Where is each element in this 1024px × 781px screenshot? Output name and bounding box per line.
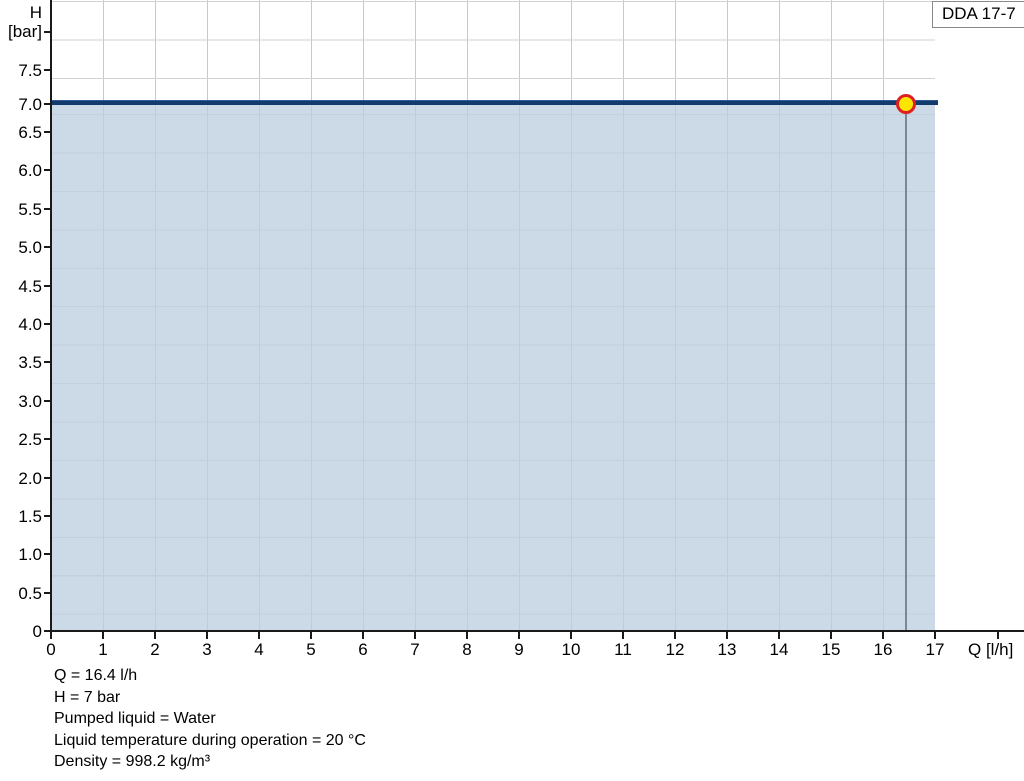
y-tick-label-7.0: 7.0 (18, 95, 42, 114)
y-tick-label-7.5: 7.5 (18, 61, 42, 80)
x-tick-label-14: 14 (769, 640, 789, 659)
annotation-liquid: Pumped liquid = Water (54, 710, 216, 727)
x-tick-mark-0 (50, 632, 52, 639)
x-tick-mark-end (997, 632, 999, 639)
x-tick-label-11: 11 (614, 640, 632, 659)
y-tick-mark-0 (44, 630, 51, 632)
x-tick-mark-16 (882, 632, 884, 639)
y-axis-line (50, 0, 52, 632)
annotation-block: Q = 16.4 l/h H = 7 bar Pumped liquid = W… (54, 665, 366, 773)
x-tick-label-10: 10 (561, 640, 581, 659)
x-tick-label-3: 3 (202, 640, 212, 659)
x-tick-mark-14 (778, 632, 780, 639)
fill-horizontal-gridlines (51, 113, 935, 643)
legend-pump-model[interactable]: DDA 17-7 (932, 1, 1024, 28)
plot-area (51, 0, 938, 643)
y-tick-mark-5.5 (44, 208, 51, 210)
annotation-flow: Q = 16.4 l/h (54, 667, 138, 684)
x-tick-mark-2 (154, 632, 156, 639)
x-tick-label-16: 16 (873, 640, 893, 659)
x-tick-mark-3 (206, 632, 208, 639)
x-tick-mark-8 (466, 632, 468, 639)
x-tick-label-15: 15 (821, 640, 841, 659)
y-tick-mark-6.0 (44, 169, 51, 171)
duty-point-drop-line (905, 104, 907, 631)
y-tick-label-5.0: 5.0 (18, 238, 42, 257)
y-tick-mark-4.5 (44, 285, 51, 287)
y-tick-mark-2.5 (44, 438, 51, 440)
performance-curve-highlight (51, 100, 938, 101)
y-tick-label-6.5: 6.5 (18, 123, 42, 142)
y-tick-mark-1.5 (44, 515, 51, 517)
x-tick-label-8: 8 (462, 640, 472, 659)
y-tick-mark-7.5 (44, 69, 51, 71)
y-tick-mark-2.0 (44, 477, 51, 479)
x-tick-label-2: 2 (150, 640, 160, 659)
y-axis-title-unit-line2: [bar] (7, 22, 42, 41)
y-tick-label-5.5: 5.5 (18, 200, 42, 219)
y-tick-label-6.0: 6.0 (18, 161, 42, 180)
annotation-density: Density = 998.2 kg/m³ (54, 753, 211, 770)
x-tick-mark-5 (310, 632, 312, 639)
y-tick-mark-4.0 (44, 323, 51, 325)
x-tick-label-0: 0 (46, 640, 56, 659)
y-tick-label-1.0: 1.0 (18, 545, 42, 564)
x-tick-mark-11 (622, 632, 624, 639)
x-tick-label-6: 6 (358, 640, 368, 659)
x-tick-label-7: 7 (410, 640, 420, 659)
y-tick-mark-1.0 (44, 553, 51, 555)
x-tick-mark-1 (102, 632, 104, 639)
x-tick-label-17: 17 (925, 640, 945, 659)
x-tick-mark-7 (414, 632, 416, 639)
annotation-temperature: Liquid temperature during operation = 20… (54, 731, 366, 749)
y-tick-mark-0.5 (44, 592, 51, 594)
x-tick-mark-13 (726, 632, 728, 639)
x-tick-mark-17 (934, 632, 936, 639)
x-tick-mark-15 (830, 632, 832, 639)
annotation-head: H = 7 bar (54, 688, 121, 706)
y-tick-mark-6.5 (44, 131, 51, 133)
operating-range-fill (51, 102, 935, 643)
y-tick-label-2.5: 2.5 (18, 430, 42, 449)
y-tick-mark-5.0 (44, 246, 51, 248)
y-axis-title-unit-line1: H (29, 3, 42, 22)
x-tick-mark-4 (258, 632, 260, 639)
y-tick-8.0 (44, 31, 51, 33)
y-tick-label-0.5: 0.5 (18, 584, 42, 603)
x-tick-label-4: 4 (254, 640, 264, 659)
x-tick-mark-10 (570, 632, 572, 639)
y-tick-mark-7.0 (44, 103, 51, 105)
y-tick-label-3.0: 3.0 (18, 392, 42, 411)
y-tick-label-0: 0 (32, 622, 42, 641)
y-tick-label-3.5: 3.5 (18, 353, 42, 372)
performance-curve (51, 101, 938, 105)
x-tick-label-12: 12 (665, 640, 685, 659)
x-tick-mark-9 (518, 632, 520, 639)
duty-point-marker[interactable] (896, 94, 916, 114)
y-tick-mark-3.5 (44, 361, 51, 363)
y-tick-label-2.0: 2.0 (18, 469, 42, 488)
x-tick-label-13: 13 (717, 640, 737, 659)
x-tick-mark-6 (362, 632, 364, 639)
y-tick-label-4.5: 4.5 (18, 277, 42, 296)
x-axis-title: Q [l/h] (968, 640, 1014, 659)
x-tick-mark-12 (674, 632, 676, 639)
y-tick-label-1.5: 1.5 (18, 507, 42, 526)
x-tick-label-9: 9 (514, 640, 524, 659)
x-axis-line (50, 630, 1024, 632)
x-tick-label-5: 5 (306, 640, 316, 659)
y-tick-label-4.0: 4.0 (18, 315, 42, 334)
x-tick-label-1: 1 (98, 640, 108, 659)
y-tick-mark-3.0 (44, 400, 51, 402)
